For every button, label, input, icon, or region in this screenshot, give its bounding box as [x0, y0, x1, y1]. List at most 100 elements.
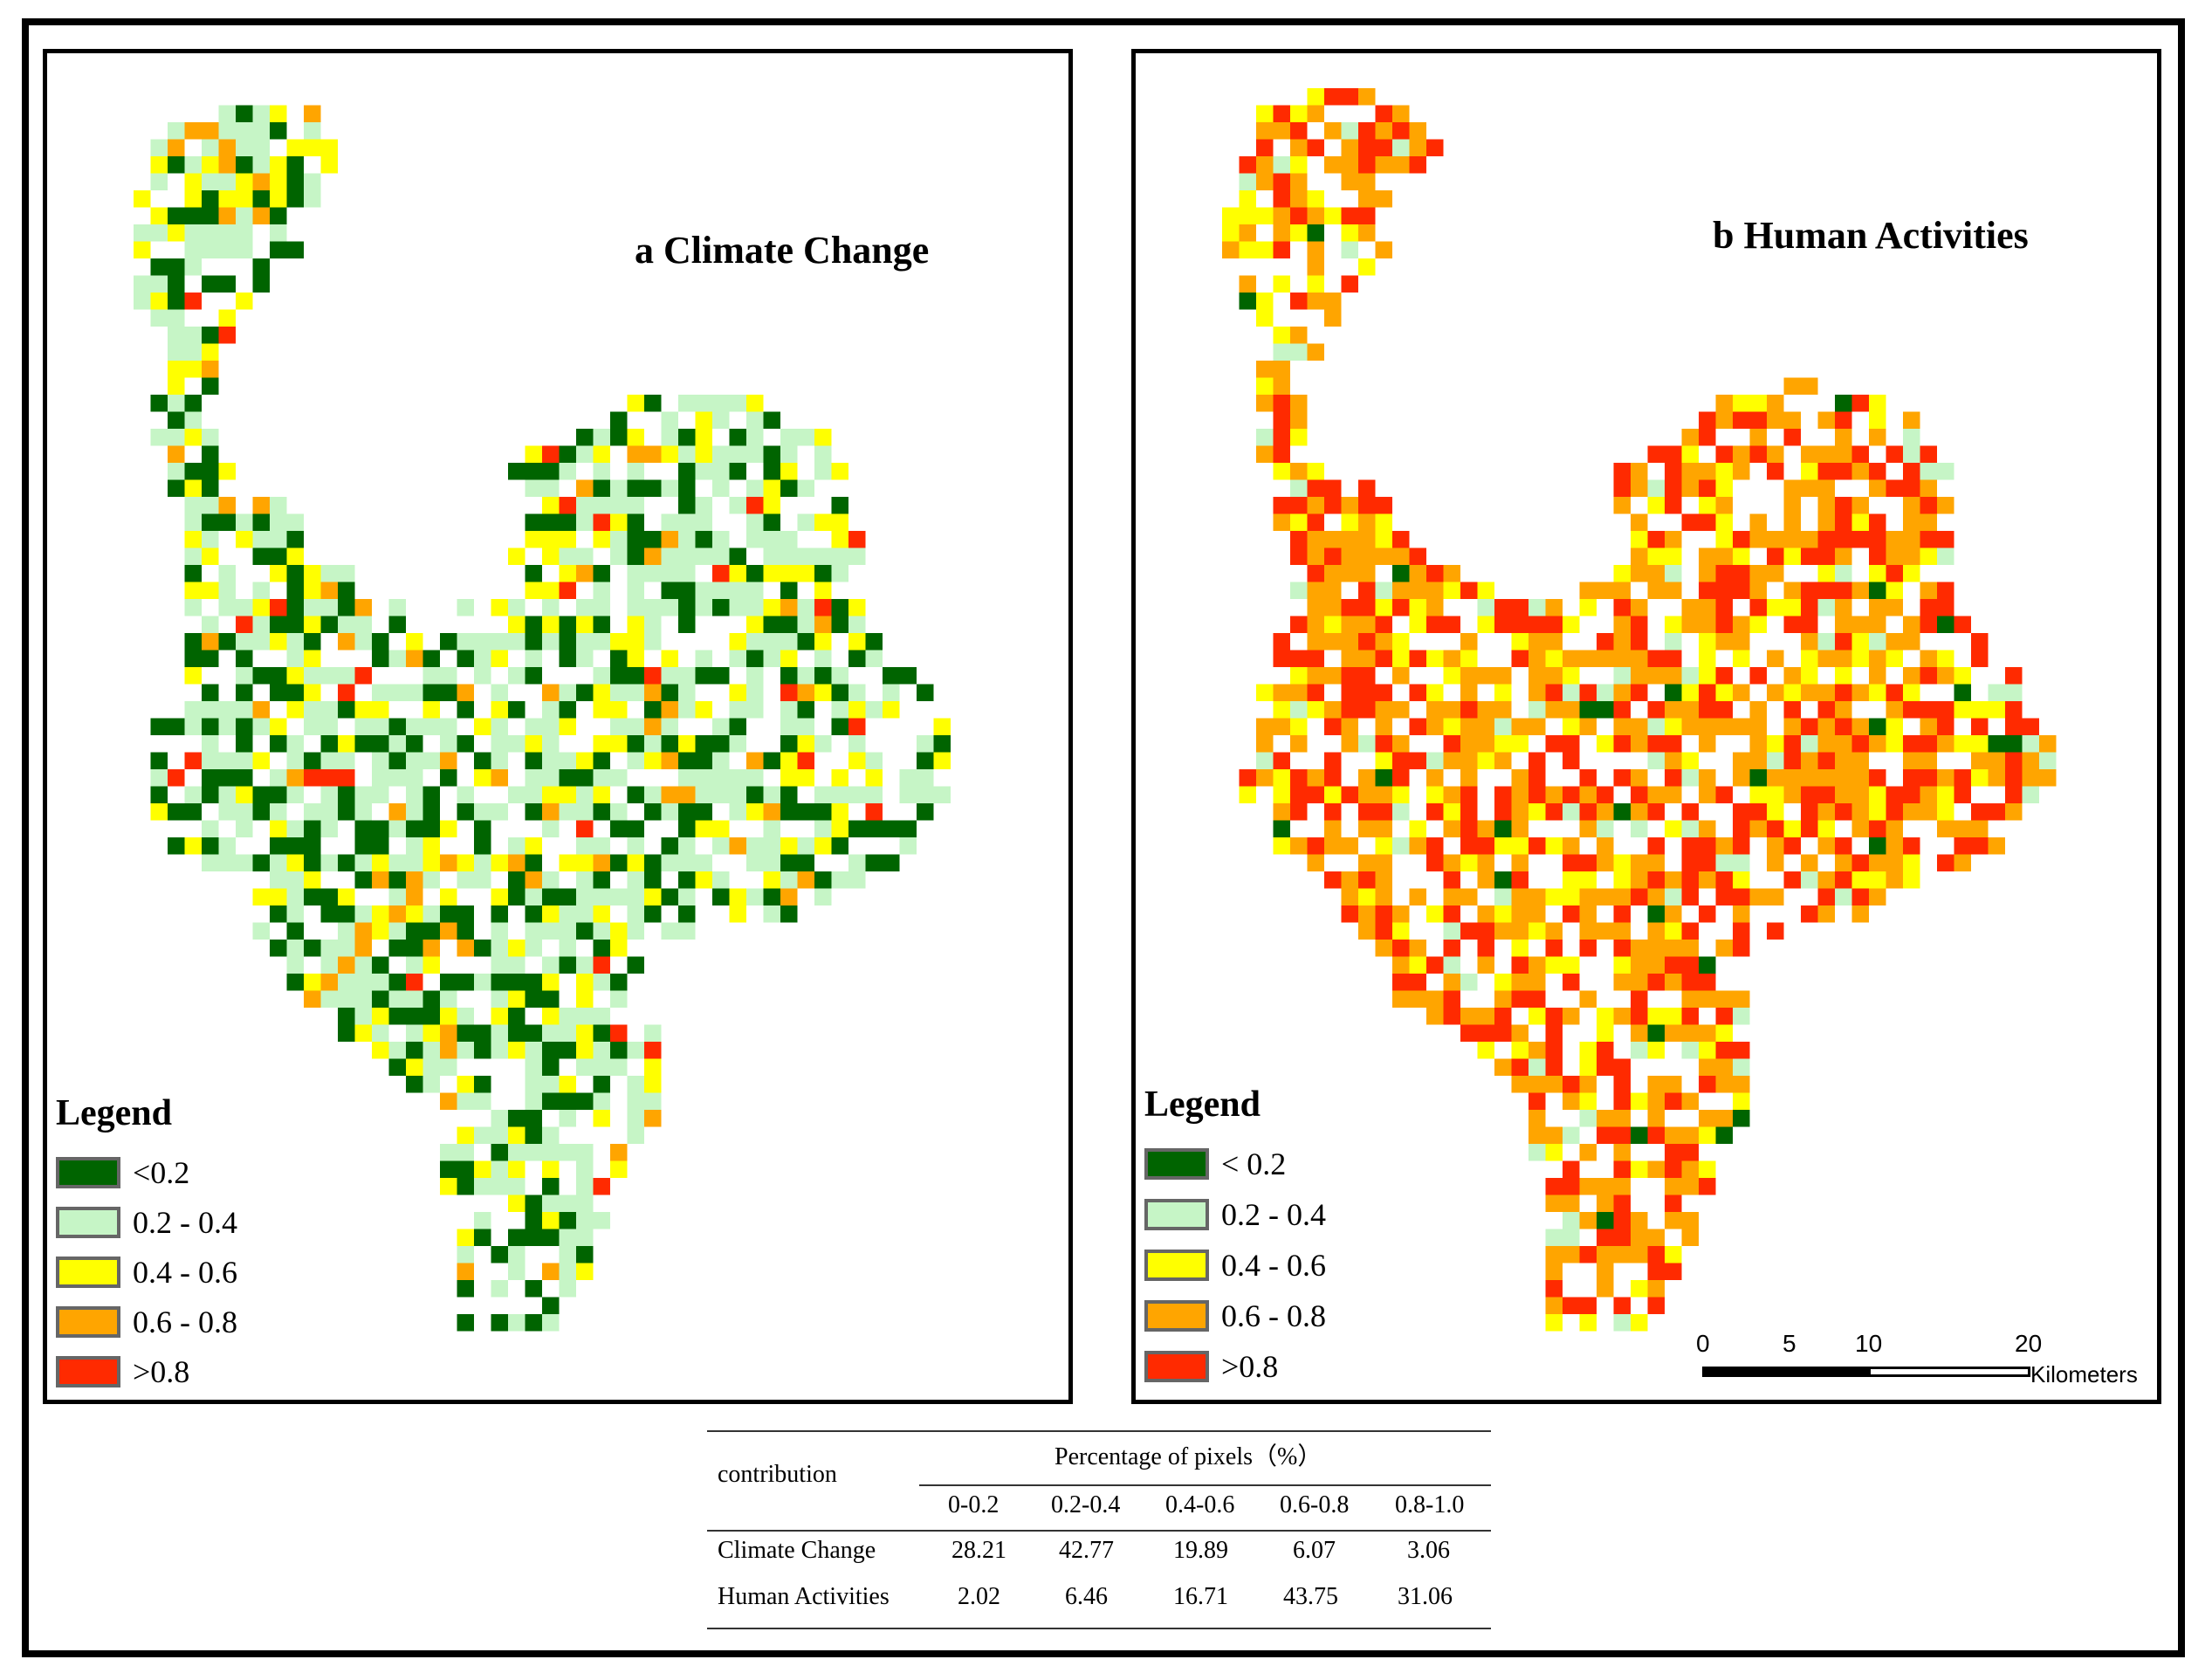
map-pixel: [1426, 990, 1444, 1008]
map-pixel: [1256, 429, 1274, 446]
map-pixel: [422, 1042, 440, 1059]
map-pixel: [1426, 803, 1444, 821]
map-pixel: [508, 599, 526, 616]
map-pixel: [1613, 1058, 1631, 1076]
map-pixel: [542, 547, 560, 565]
map-pixel: [1835, 871, 1852, 889]
map-pixel: [1665, 752, 1682, 769]
map-pixel: [1477, 905, 1494, 923]
map-pixel: [1988, 735, 2005, 753]
map-pixel: [1733, 752, 1750, 769]
map-pixel: [1375, 531, 1392, 548]
map-pixel: [1749, 429, 1767, 446]
map-pixel: [1920, 497, 1937, 514]
map-pixel: [1307, 139, 1324, 156]
map-pixel: [1511, 871, 1528, 889]
map-pixel: [1494, 888, 1512, 905]
map-pixel: [218, 769, 236, 787]
map-pixel: [593, 786, 610, 803]
map-pixel: [1937, 463, 1954, 480]
map-pixel: [1733, 888, 1750, 905]
map-pixel: [1715, 1058, 1733, 1076]
map-pixel: [1579, 940, 1597, 957]
map-pixel: [1477, 667, 1494, 685]
map-pixel: [1256, 718, 1274, 735]
map-pixel: [865, 786, 883, 803]
map-pixel: [1631, 547, 1648, 565]
map-pixel: [1749, 786, 1767, 803]
map-pixel: [1903, 854, 1920, 871]
map-pixel: [252, 786, 270, 803]
map-pixel: [1817, 701, 1835, 719]
panel-a-legend-item: 0.2 - 0.4: [56, 1203, 237, 1242]
map-pixel: [763, 888, 780, 905]
map-pixel: [1749, 667, 1767, 685]
map-pixel: [1563, 667, 1580, 685]
map-pixel: [150, 275, 168, 293]
map-pixel: [1528, 922, 1546, 940]
map-pixel: [1545, 735, 1563, 753]
map-pixel: [559, 1229, 576, 1246]
map-pixel: [236, 156, 253, 174]
legend-swatch-0-2-0-4: [56, 1207, 120, 1238]
map-pixel: [1971, 633, 1989, 651]
map-pixel: [1801, 871, 1818, 889]
map-pixel: [729, 769, 746, 787]
map-pixel: [1733, 990, 1750, 1008]
map-pixel: [1239, 241, 1256, 258]
map-pixel: [1817, 905, 1835, 923]
map-pixel: [1869, 820, 1886, 837]
map-pixel: [338, 582, 355, 599]
map-pixel: [422, 1058, 440, 1076]
map-pixel: [1579, 820, 1597, 837]
map-pixel: [1835, 429, 1852, 446]
map-pixel: [559, 718, 576, 735]
map-pixel: [218, 854, 236, 871]
map-pixel: [644, 616, 662, 633]
map-pixel: [202, 616, 219, 633]
map-pixel: [1681, 940, 1699, 957]
map-pixel: [1886, 547, 1903, 565]
map-pixel: [354, 616, 372, 633]
map-pixel: [525, 633, 542, 651]
map-pixel: [627, 1042, 644, 1059]
map-pixel: [644, 786, 662, 803]
map-pixel: [695, 769, 712, 787]
map-pixel: [1733, 854, 1750, 871]
map-pixel: [1631, 990, 1648, 1008]
map-pixel: [1613, 1092, 1631, 1110]
map-pixel: [236, 173, 253, 190]
map-pixel: [270, 633, 287, 651]
map-pixel: [695, 820, 712, 837]
map-pixel: [338, 701, 355, 719]
map-pixel: [184, 513, 202, 531]
table-cell: 6.46: [1065, 1583, 1108, 1610]
map-pixel: [1563, 803, 1580, 821]
map-pixel: [610, 633, 628, 651]
map-pixel: [338, 565, 355, 582]
panel-b-legend-item: < 0.2: [1144, 1145, 1286, 1183]
map-pixel: [1273, 513, 1290, 531]
map-pixel: [1903, 411, 1920, 429]
map-pixel: [1699, 1042, 1716, 1059]
map-pixel: [576, 429, 594, 446]
map-pixel: [474, 650, 491, 667]
map-pixel: [1835, 633, 1852, 651]
map-pixel: [1886, 599, 1903, 616]
map-pixel: [1715, 701, 1733, 719]
map-pixel: [1443, 974, 1460, 991]
map-pixel: [644, 599, 662, 616]
map-pixel: [1647, 582, 1665, 599]
map-pixel: [1460, 752, 1478, 769]
map-pixel: [2039, 735, 2057, 753]
map-pixel: [150, 718, 168, 735]
map-pixel: [1494, 701, 1512, 719]
map-pixel: [457, 940, 474, 957]
map-pixel: [1324, 752, 1342, 769]
map-pixel: [304, 582, 321, 599]
map-pixel: [780, 667, 798, 685]
map-pixel: [1699, 871, 1716, 889]
map-pixel: [678, 531, 696, 548]
map-pixel: [1290, 327, 1308, 344]
map-pixel: [1563, 701, 1580, 719]
